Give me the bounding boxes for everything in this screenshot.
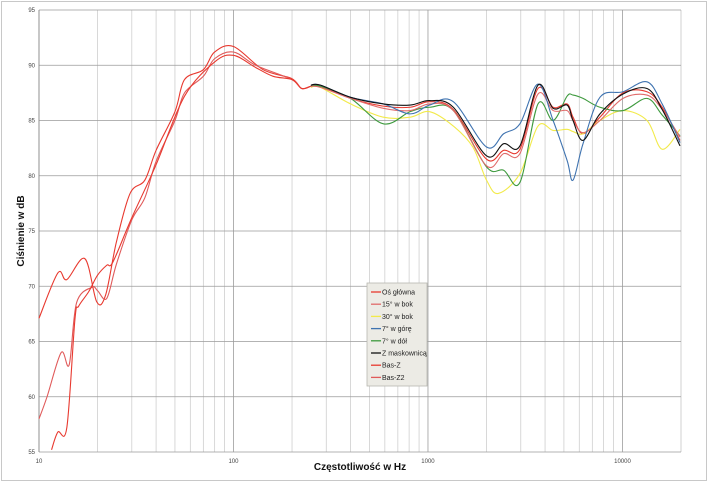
legend-label: 15° w bok (382, 301, 413, 309)
y-tick-label: 55 (28, 450, 35, 456)
y-axis-ticks: 55 60 65 70 75 80 85 90 95 (28, 8, 35, 456)
grid (38, 9, 682, 453)
legend-box (366, 282, 428, 387)
legend-label: Oś główna (382, 290, 415, 297)
x-axis-ticks: 10 100 1000 10000 (36, 459, 632, 465)
legend-label: Bas-Z2 (382, 375, 405, 382)
y-tick-label: 85 (28, 119, 35, 125)
x-tick-label: 10 (36, 459, 43, 465)
y-tick-label: 80 (28, 174, 35, 180)
series-line-15-w-bok (310, 85, 681, 168)
y-tick-label: 75 (28, 229, 35, 235)
legend-label: 7° w dół (382, 337, 407, 345)
y-tick-label: 60 (28, 395, 35, 401)
x-axis-label: Częstotliwość w Hz (314, 462, 406, 473)
y-tick-label: 65 (28, 340, 35, 346)
legend-label: 7° w górę (382, 325, 412, 333)
series-line-bas-z (38, 44, 312, 319)
series-lines (38, 44, 681, 450)
y-tick-label: 70 (28, 284, 35, 290)
series-line-z-maskownicą (310, 83, 681, 158)
legend-label: Bas-Z (382, 363, 401, 370)
legend: Oś główna 15° w bok 30° w bok 7° w górę 7° w… (366, 282, 428, 387)
series-line-7-w-górę (310, 81, 681, 182)
y-tick-label: 95 (28, 8, 35, 14)
series-line-7-w-dół (310, 84, 681, 187)
x-tick-label: 100 (228, 459, 239, 465)
x-tick-label: 1000 (421, 459, 435, 465)
legend-label: 30° w bok (382, 313, 413, 321)
x-tick-label: 10000 (614, 459, 631, 465)
series-line-30-w-bok (310, 85, 681, 195)
y-tick-label: 90 (28, 63, 35, 69)
series-line-oś-główna (51, 54, 681, 450)
legend-label: Z maskownicą (382, 351, 427, 358)
y-axis-label: Ciśnienie w dB (16, 195, 27, 266)
series-line-bas-z2 (38, 51, 312, 420)
